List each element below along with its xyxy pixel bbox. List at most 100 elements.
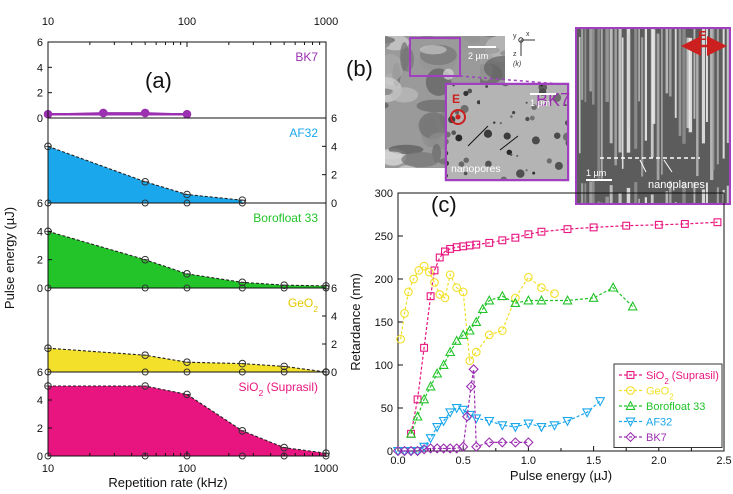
bottom-xtick-label: 1000 xyxy=(314,463,338,475)
point-af32 xyxy=(425,434,436,444)
point-af32 xyxy=(458,405,469,416)
point-sio2 xyxy=(426,292,435,301)
point-geo2 xyxy=(537,283,546,292)
xtick-label: 2.0 xyxy=(651,455,666,467)
line-geo2 xyxy=(47,347,327,373)
ytick-label-af32: 2 xyxy=(331,170,337,182)
xtick-label: 0.5 xyxy=(456,455,471,467)
point-bk7 xyxy=(182,109,192,119)
point-sio2 xyxy=(680,220,689,228)
point-sio2 xyxy=(713,218,722,227)
legend-label-af32: AF32 xyxy=(646,417,672,429)
point-borofloat33 xyxy=(497,290,508,301)
point-af32 xyxy=(581,408,593,418)
point-geo2 xyxy=(400,309,409,318)
bottom-xtick-label: 100 xyxy=(178,463,196,475)
panel-a: 6 4 2 0 BK7 6 4 2 0 AF32 6 4 2 0 Borofloat 33 6 4 2 0 GeO2 6… xyxy=(37,16,338,475)
point-geo2 xyxy=(409,274,418,284)
ytick-label-bk7: 4 xyxy=(37,62,43,74)
point-legend-borofloat33 xyxy=(625,400,636,410)
point-borofloat33 xyxy=(445,346,456,357)
point-geo2 xyxy=(497,326,507,335)
point-bk7 xyxy=(497,437,508,448)
point-bk7 xyxy=(471,441,482,452)
point-geo2 xyxy=(445,270,455,280)
point-sio2 xyxy=(622,221,631,230)
panel-a-label: (a) xyxy=(145,68,172,93)
panel-a-xlabel: Repetition rate (kHz) xyxy=(108,475,227,490)
nanoplanes-label: nanoplanes xyxy=(648,179,705,191)
point-bk7 xyxy=(461,411,473,422)
point-borofloat33 xyxy=(405,428,417,438)
series-label-borofloat33: Borofloat 33 xyxy=(253,211,318,225)
point-borofloat33 xyxy=(510,297,521,308)
point-geo2 xyxy=(465,356,475,366)
ytick-label: 250 xyxy=(375,231,393,243)
point-geo2 xyxy=(414,266,424,275)
axis-x-label: x xyxy=(526,31,530,38)
point-bk7 xyxy=(465,381,477,392)
axis-z-label: z xyxy=(513,51,517,58)
point-borofloat33 xyxy=(627,300,638,311)
E-field-label-right: E xyxy=(698,28,707,43)
band-frame-bk7 xyxy=(47,41,327,119)
ytick-label-geo2: 0 xyxy=(331,367,337,379)
point-sio2 xyxy=(563,225,572,234)
point-af32 xyxy=(523,419,534,430)
point-geo2 xyxy=(511,293,520,303)
point-geo2 xyxy=(524,272,533,282)
point-af32 xyxy=(594,397,606,407)
point-sio2 xyxy=(654,220,663,229)
area-borofloat33 xyxy=(48,231,326,288)
series-line-borofloat33 xyxy=(410,286,634,435)
point-af32 xyxy=(471,414,482,424)
top-xtick-label: 100 xyxy=(178,16,196,28)
panel-b: (b) BK7 2 µm 1 µm E nanopores y x z (k) … xyxy=(346,27,731,205)
xtick-label: 1.5 xyxy=(586,455,601,467)
xtick-label: 1.0 xyxy=(521,455,536,467)
point-borofloat33 xyxy=(562,294,573,305)
xtick-label: 0.0 xyxy=(390,455,405,467)
ytick-label: 200 xyxy=(375,274,393,286)
point-geo2 xyxy=(458,287,468,297)
series-label-af32: AF32 xyxy=(289,126,318,140)
point-sio2 xyxy=(420,343,429,352)
point-bk7 xyxy=(458,441,469,452)
line-af32 xyxy=(47,145,243,201)
point-geo2 xyxy=(550,289,559,298)
scale-bar-1um-inset: 1 µm xyxy=(530,98,550,108)
point-sio2 xyxy=(472,240,481,249)
point-bk7 xyxy=(140,108,150,118)
ytick-label: 300 xyxy=(375,188,393,200)
panel-a-ylabel: Pulse energy (µJ) xyxy=(2,207,17,309)
series-label-geo2: GeO2 xyxy=(288,296,318,314)
top-xtick-label: 1000 xyxy=(314,16,338,28)
point-sio2 xyxy=(498,236,507,245)
point-legend-sio2 xyxy=(626,371,635,379)
point-borofloat33 xyxy=(464,325,475,335)
point-geo2 xyxy=(404,287,413,297)
ytick-label: 50 xyxy=(381,403,393,415)
series-label-bk7: BK7 xyxy=(295,50,318,64)
point-borofloat33 xyxy=(425,380,436,391)
point-borofloat33 xyxy=(477,303,488,314)
series-label-sio2: SiO2 (Suprasil) xyxy=(239,380,319,398)
E-field-label: E xyxy=(452,92,460,106)
ytick-label-af32: 4 xyxy=(331,141,337,153)
ytick-label-geo2: 4 xyxy=(331,311,337,323)
point-af32 xyxy=(484,416,495,427)
bottom-xtick-label: 10 xyxy=(42,463,54,475)
ytick-label-borofloat33: 4 xyxy=(37,226,43,238)
point-bk7 xyxy=(523,437,534,448)
point-sio2 xyxy=(485,238,494,247)
panel-c-label: (c) xyxy=(431,192,457,217)
panel-b-label: (b) xyxy=(346,56,373,81)
point-geo2 xyxy=(396,334,405,344)
xtick-label: 2.5 xyxy=(716,455,731,467)
point-af32 xyxy=(438,416,449,427)
point-sio2 xyxy=(589,223,598,232)
ytick-label-sio2: 6 xyxy=(37,367,43,379)
scale-bar-2um: 2 µm xyxy=(468,51,488,61)
point-borofloat33 xyxy=(484,294,495,305)
